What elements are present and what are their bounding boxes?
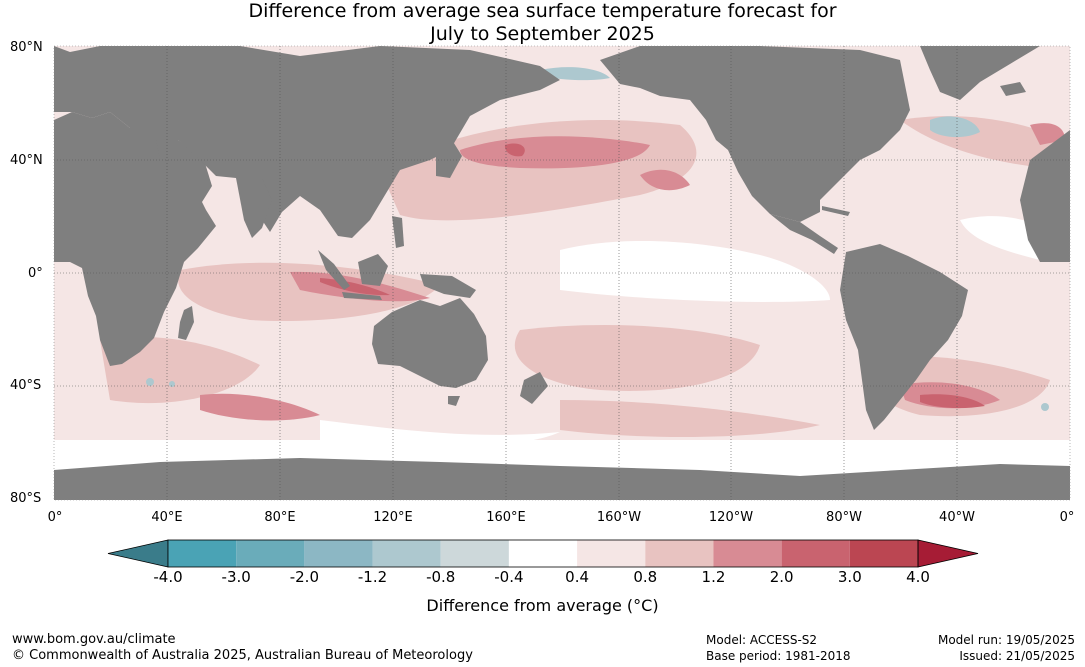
lon-label-40e: 40°E: [151, 510, 183, 525]
colorbar-segment: [645, 540, 714, 567]
lat-label-80s: 80°S: [10, 491, 42, 506]
colorbar-segment: [304, 540, 373, 567]
colorbar-segment: [168, 540, 237, 567]
iceland: [1000, 82, 1026, 96]
greenland: [920, 46, 1040, 100]
footer-copyright: © Commonwealth of Australia 2025, Austra…: [12, 648, 473, 663]
lon-label-80w: 80°W: [826, 510, 862, 525]
japan: [436, 140, 462, 178]
central-america: [770, 214, 838, 254]
colorbar-tick-label: 2.0: [769, 568, 794, 586]
eurasia: [54, 46, 560, 238]
cool-anomaly-regions: [146, 67, 1049, 411]
lon-label-120e: 120°E: [373, 510, 413, 525]
lat-label-equator: 0°: [28, 266, 43, 281]
north-america: [600, 46, 910, 222]
australia: [372, 298, 488, 388]
colorbar-outline: [167, 539, 919, 568]
title-line-1: Difference from average sea surface temp…: [248, 0, 837, 22]
footer-url[interactable]: www.bom.gov.au/climate: [12, 632, 176, 647]
colorbar-tick-label: 1.2: [701, 568, 726, 586]
colorbar-tick-label: -4.0: [153, 568, 183, 586]
chart-title: Difference from average sea surface temp…: [0, 0, 1085, 46]
colorbar-segment: [781, 540, 850, 567]
borneo: [358, 254, 388, 286]
colorbar-tick-label: -2.0: [289, 568, 319, 586]
footer-model: Model: ACCESS-S2: [706, 633, 818, 647]
colorbar-segment: [508, 540, 578, 567]
gridlines: [54, 46, 1070, 500]
colorbar-tick-label: 0.8: [633, 568, 658, 586]
cuba: [822, 206, 850, 216]
colorbar-tick-label: 3.0: [837, 568, 862, 586]
new-zealand: [520, 372, 548, 404]
footer-issued: Issued: 21/05/2025: [959, 649, 1075, 663]
south-america: [840, 244, 968, 430]
lon-label-80e: 80°E: [264, 510, 296, 525]
map-area: [54, 46, 1070, 500]
western-europe: [1020, 130, 1070, 262]
lon-label-0-right: 0°: [1059, 510, 1075, 525]
colorbar-tick-label: -0.8: [426, 568, 456, 586]
footer-base-period: Base period: 1981-2018: [706, 649, 851, 663]
lon-label-160w: 160°W: [596, 510, 642, 525]
colorbar-segment: [236, 540, 305, 567]
colorbar-tick-label: -0.4: [494, 568, 524, 586]
colorbar-segment: [713, 540, 782, 567]
new-guinea: [420, 274, 476, 298]
colorbar-tick-label: 4.0: [906, 568, 930, 586]
colorbar-title: Difference from average (°C): [426, 596, 659, 615]
lat-label-80n: 80°N: [10, 40, 43, 55]
colorbar-tick-label: 0.4: [565, 568, 590, 586]
lon-label-120w: 120°W: [708, 510, 754, 525]
lon-label-0-left: 0°: [47, 510, 63, 525]
lon-label-40w: 40°W: [939, 510, 975, 525]
lat-label-40n: 40°N: [10, 153, 43, 168]
lat-label-40s: 40°S: [10, 378, 42, 393]
antarctica: [54, 458, 1070, 500]
java: [342, 292, 382, 300]
footer-model-run: Model run: 19/05/2025: [937, 633, 1075, 647]
land-masses: [54, 46, 1070, 500]
title-line-2: July to September 2025: [430, 23, 655, 45]
colorbar-tick-label: -3.0: [221, 568, 251, 586]
map-frame: [53, 45, 1071, 501]
colorbar-tick-label: -1.2: [357, 568, 388, 586]
colorbar-segment: [577, 540, 646, 567]
madagascar: [178, 306, 194, 340]
lon-label-160e: 160°E: [486, 510, 526, 525]
philippines: [392, 216, 404, 248]
colorbar-segment: [440, 540, 509, 567]
colorbar-segment: [849, 540, 918, 567]
colorbar-extend-high: [917, 539, 979, 568]
india: [236, 178, 272, 238]
colorbar-segment: [372, 540, 441, 567]
colorbar-extend-low: [107, 539, 169, 568]
tasmania: [448, 396, 460, 406]
colorbar-legend: [107, 539, 979, 568]
sumatra: [318, 250, 350, 290]
